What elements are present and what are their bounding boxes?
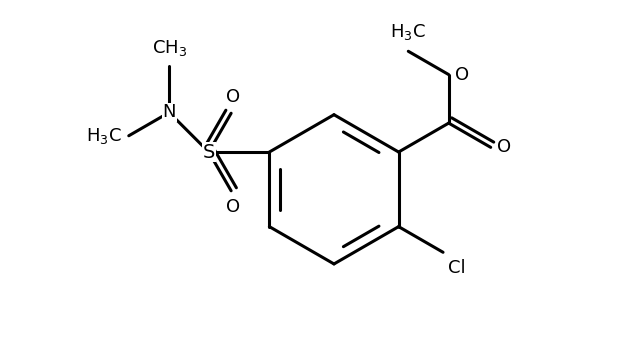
- Text: O: O: [455, 66, 469, 84]
- Text: O: O: [226, 88, 240, 106]
- Text: CH$_3$: CH$_3$: [152, 39, 187, 58]
- Text: O: O: [497, 138, 511, 156]
- Text: H$_3$C: H$_3$C: [86, 126, 122, 146]
- Text: N: N: [163, 103, 176, 121]
- Text: O: O: [226, 198, 240, 216]
- Text: H$_3$C: H$_3$C: [390, 22, 426, 42]
- Text: S: S: [202, 143, 215, 162]
- Text: Cl: Cl: [448, 259, 465, 277]
